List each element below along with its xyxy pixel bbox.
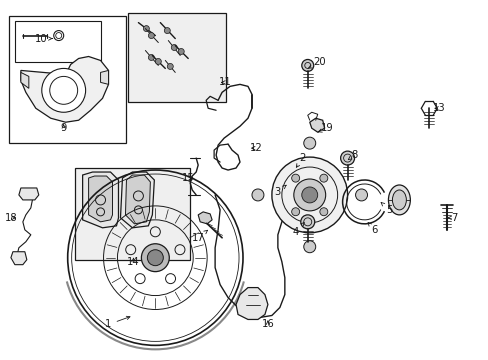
Circle shape (251, 189, 264, 201)
Polygon shape (120, 172, 154, 228)
Text: 18: 18 (4, 213, 17, 223)
Circle shape (291, 174, 299, 182)
Polygon shape (88, 176, 112, 222)
Text: 12: 12 (249, 143, 262, 153)
Polygon shape (19, 188, 39, 200)
Text: 4: 4 (292, 222, 304, 237)
Polygon shape (125, 175, 150, 224)
Ellipse shape (387, 185, 409, 215)
Text: 11: 11 (218, 77, 231, 87)
Circle shape (303, 241, 315, 253)
Circle shape (141, 244, 169, 272)
Bar (128, 13, 225, 102)
Circle shape (303, 137, 315, 149)
Circle shape (271, 157, 347, 233)
Circle shape (293, 179, 325, 211)
Text: 13: 13 (432, 103, 445, 113)
Bar (15, 21, 101, 62)
Polygon shape (21, 72, 29, 88)
Circle shape (147, 250, 163, 266)
Polygon shape (236, 288, 267, 319)
Circle shape (155, 58, 161, 64)
Polygon shape (198, 212, 212, 224)
Circle shape (301, 59, 313, 71)
Circle shape (167, 63, 173, 69)
Text: 14: 14 (127, 257, 140, 267)
Text: 10: 10 (35, 33, 53, 44)
Text: 7: 7 (447, 213, 456, 223)
Circle shape (41, 68, 85, 112)
Bar (9, 15, 126, 143)
Polygon shape (82, 172, 118, 228)
Circle shape (300, 215, 314, 229)
Text: 1: 1 (105, 316, 130, 329)
Circle shape (301, 187, 317, 203)
Circle shape (178, 49, 184, 54)
Text: 19: 19 (318, 123, 333, 133)
Text: 3: 3 (274, 185, 285, 197)
Circle shape (148, 32, 154, 39)
Bar (75, 168, 190, 260)
Text: 16: 16 (261, 319, 274, 329)
Text: 6: 6 (367, 222, 377, 235)
Text: 17: 17 (191, 230, 207, 243)
Polygon shape (101, 71, 108, 84)
Circle shape (319, 174, 327, 182)
Polygon shape (11, 252, 27, 265)
Text: 5: 5 (380, 202, 392, 215)
Circle shape (164, 28, 170, 33)
Text: 8: 8 (347, 150, 357, 160)
Text: 9: 9 (61, 123, 67, 133)
Polygon shape (309, 118, 324, 132)
Circle shape (143, 26, 149, 32)
Text: 2: 2 (296, 153, 305, 167)
Text: 20: 20 (307, 58, 325, 68)
Circle shape (148, 54, 154, 60)
Circle shape (355, 189, 367, 201)
Polygon shape (21, 57, 108, 122)
Ellipse shape (392, 190, 406, 210)
Circle shape (340, 151, 354, 165)
Text: 15: 15 (182, 173, 194, 183)
Circle shape (319, 208, 327, 216)
Circle shape (291, 208, 299, 216)
Circle shape (171, 45, 177, 50)
